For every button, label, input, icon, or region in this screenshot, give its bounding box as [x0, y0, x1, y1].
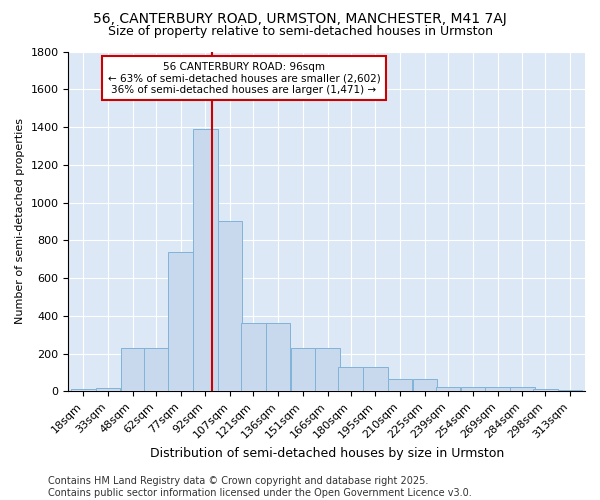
- Bar: [436, 386, 460, 392]
- Bar: [241, 324, 266, 392]
- Bar: [558, 390, 583, 392]
- Text: 56 CANTERBURY ROAD: 96sqm
← 63% of semi-detached houses are smaller (2,602)
36% : 56 CANTERBURY ROAD: 96sqm ← 63% of semi-…: [107, 62, 380, 95]
- Bar: [485, 386, 510, 392]
- Bar: [510, 386, 535, 392]
- Bar: [290, 348, 315, 392]
- Bar: [218, 222, 242, 392]
- Bar: [363, 367, 388, 392]
- Bar: [413, 379, 437, 392]
- Y-axis label: Number of semi-detached properties: Number of semi-detached properties: [15, 118, 25, 324]
- Bar: [315, 348, 340, 392]
- Bar: [71, 388, 95, 392]
- Bar: [96, 388, 120, 392]
- Bar: [169, 252, 193, 392]
- Bar: [143, 348, 168, 392]
- Bar: [338, 367, 363, 392]
- Bar: [533, 390, 557, 392]
- Text: Contains HM Land Registry data © Crown copyright and database right 2025.
Contai: Contains HM Land Registry data © Crown c…: [48, 476, 472, 498]
- Bar: [121, 348, 145, 392]
- X-axis label: Distribution of semi-detached houses by size in Urmston: Distribution of semi-detached houses by …: [149, 447, 504, 460]
- Text: Size of property relative to semi-detached houses in Urmston: Size of property relative to semi-detach…: [107, 25, 493, 38]
- Bar: [193, 129, 218, 392]
- Bar: [388, 379, 412, 392]
- Bar: [461, 386, 485, 392]
- Bar: [266, 324, 290, 392]
- Text: 56, CANTERBURY ROAD, URMSTON, MANCHESTER, M41 7AJ: 56, CANTERBURY ROAD, URMSTON, MANCHESTER…: [93, 12, 507, 26]
